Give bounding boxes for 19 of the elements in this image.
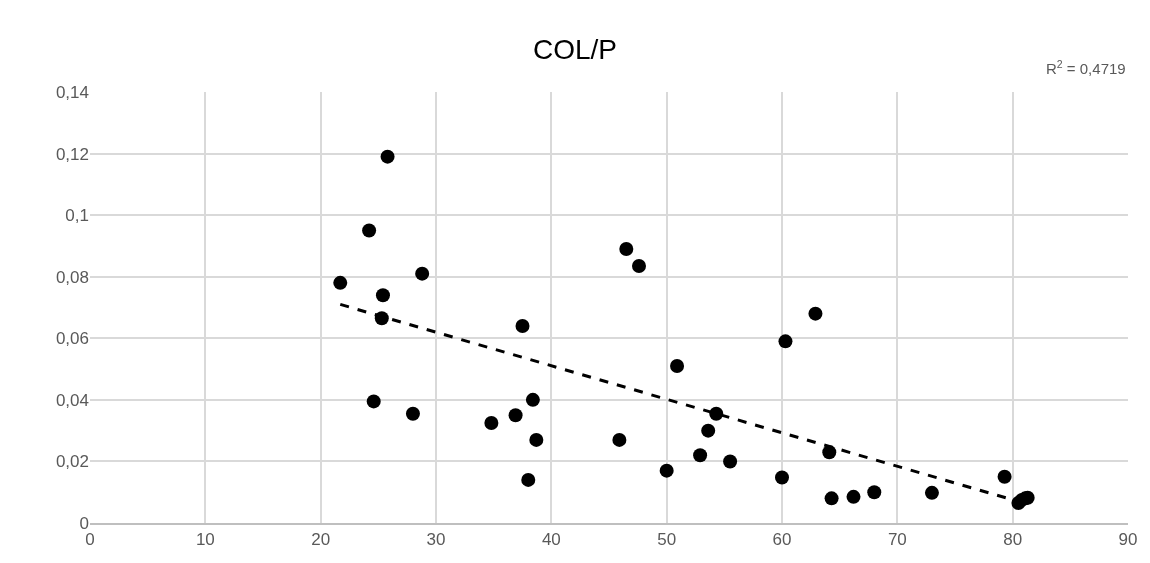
x-tick-label: 30 bbox=[426, 530, 446, 550]
y-tick-label: 0,04 bbox=[55, 390, 89, 410]
x-tick-label: 10 bbox=[195, 530, 215, 550]
y-tick-label: 0,12 bbox=[55, 144, 89, 164]
y-tick-label: 0 bbox=[79, 513, 89, 533]
x-tick-label: 50 bbox=[657, 530, 677, 550]
x-tick-label: 80 bbox=[1003, 530, 1023, 550]
x-tick-label: 70 bbox=[887, 530, 907, 550]
x-tick-label: 60 bbox=[772, 530, 792, 550]
y-tick-label: 0,08 bbox=[55, 267, 89, 287]
y-tick-label: 0,14 bbox=[55, 82, 89, 102]
y-tick-label: 0,06 bbox=[55, 329, 89, 349]
y-tick-label: 0,1 bbox=[65, 206, 89, 226]
x-tick-label: 40 bbox=[541, 530, 561, 550]
y-tick-label: 0,02 bbox=[55, 452, 89, 472]
text: R$^{2}$ = 0,4719 bbox=[1046, 58, 1126, 78]
x-tick-label: 20 bbox=[311, 530, 331, 550]
chart-title: COL/P bbox=[532, 34, 618, 66]
x-tick-label: 90 bbox=[1118, 530, 1138, 550]
